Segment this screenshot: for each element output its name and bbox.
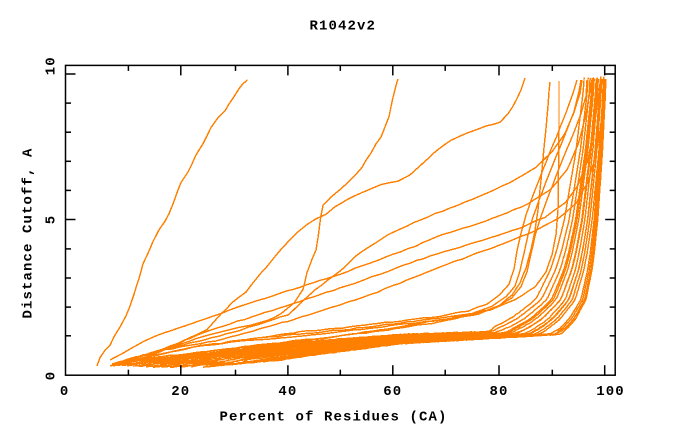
svg-text:Percent of Residues (CA): Percent of Residues (CA) [219,410,447,426]
svg-text:0: 0 [44,371,60,381]
svg-text:Distance Cutoff, A: Distance Cutoff, A [21,147,37,318]
svg-text:80: 80 [489,384,508,400]
svg-text:20: 20 [171,384,190,400]
svg-text:R1042v2: R1042v2 [310,19,377,35]
svg-text:0: 0 [60,384,70,400]
svg-text:60: 60 [383,384,402,400]
svg-text:5: 5 [44,215,60,225]
svg-text:10: 10 [44,56,60,75]
svg-text:100: 100 [596,384,625,400]
svg-text:40: 40 [278,384,297,400]
